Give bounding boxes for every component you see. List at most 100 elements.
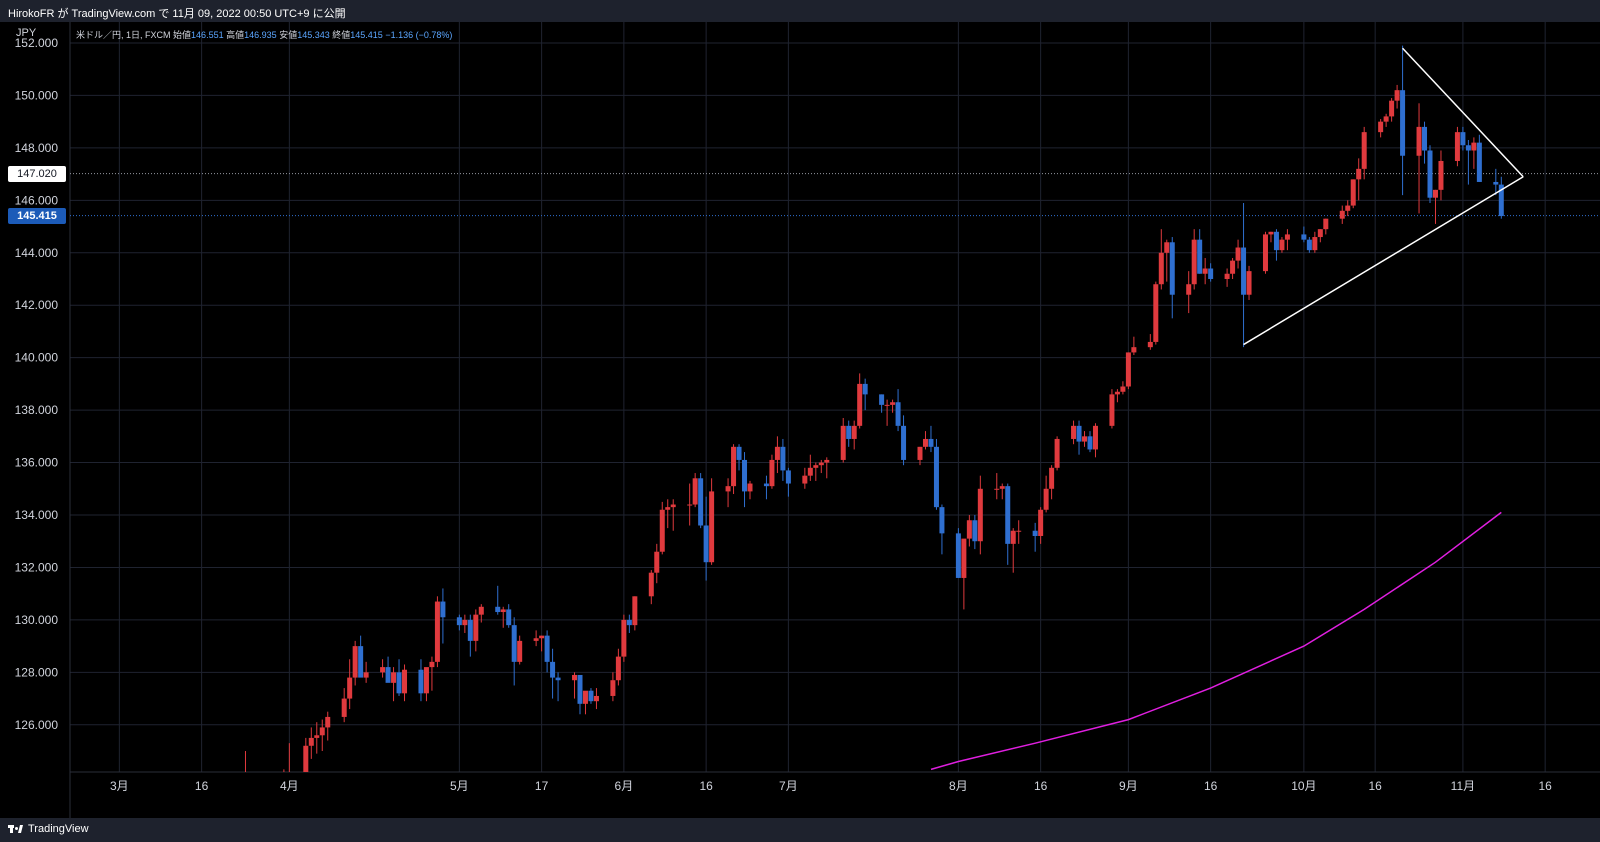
chart-area[interactable]: 126.000 128.000 130.000 132.000 134.000 136.0… <box>0 22 1600 818</box>
y-tick-label: 138.000 <box>15 403 59 417</box>
y-tick-label: 152.000 <box>15 36 59 50</box>
candle-body <box>555 677 561 681</box>
candle-body <box>1356 168 1362 180</box>
candle-body <box>670 504 676 508</box>
plot-layer <box>70 45 1600 772</box>
candle-body <box>626 619 632 626</box>
candle-body <box>1471 142 1477 151</box>
legend-change: −1.136 (−0.78%) <box>385 30 453 40</box>
candle-body <box>1284 234 1290 240</box>
candle-body <box>456 617 462 626</box>
candle-body <box>550 661 556 678</box>
candle-body <box>879 394 885 405</box>
x-tick-label: 16 <box>1034 779 1048 793</box>
candle-body <box>1301 234 1307 240</box>
candle-body <box>1005 486 1011 544</box>
candle-body <box>725 486 731 492</box>
x-tick-label: 3月 <box>110 779 129 793</box>
candle-body <box>1224 273 1230 279</box>
y-tick-label: 142.000 <box>15 298 59 312</box>
legend-symbol: 米ドル／円, 1日, FXCM <box>76 30 171 40</box>
candle-body <box>851 425 857 439</box>
candle-body <box>1394 90 1400 101</box>
candle-body <box>615 656 621 681</box>
candle-body <box>824 459 830 463</box>
candle-body <box>802 475 808 484</box>
candle-body <box>1268 231 1274 235</box>
candle-body <box>434 601 440 662</box>
candle-body <box>890 402 896 405</box>
x-tick-label: 16 <box>699 779 713 793</box>
candle-body <box>1493 181 1499 185</box>
candle-body <box>813 465 819 468</box>
candle-body <box>500 609 506 613</box>
candle-body <box>440 601 446 618</box>
candle-body <box>922 438 928 447</box>
candle-body <box>1427 150 1433 198</box>
candle-body <box>1416 126 1422 156</box>
candle-body <box>703 525 709 563</box>
ohlc-legend: 米ドル／円, 1日, FXCM 始値146.551 高値146.935 安値14… <box>76 28 452 41</box>
candle-body <box>972 520 978 542</box>
candle-body <box>928 438 934 447</box>
candle-body <box>1032 530 1038 536</box>
candle-body <box>632 596 638 626</box>
candle-body <box>506 609 512 626</box>
publish-bar: HirokoFR が TradingView.com で 11月 09, 202… <box>0 0 1600 22</box>
candle-body <box>319 727 325 736</box>
candle-body <box>1043 488 1049 510</box>
candle-body <box>769 459 775 487</box>
candle-body <box>1076 425 1082 442</box>
candle-body <box>807 467 813 476</box>
tradingview-logo[interactable]: TradingView <box>8 823 89 835</box>
candle-body <box>1125 352 1131 387</box>
candle-body <box>840 425 846 460</box>
candle-body <box>895 402 901 426</box>
candle-body <box>1153 284 1159 342</box>
y-tick-label: 134.000 <box>15 508 59 522</box>
candle-body <box>731 446 737 487</box>
x-tick-label: 9月 <box>1119 779 1138 793</box>
candle-body <box>1164 242 1170 253</box>
moving-average-line <box>930 511 1502 771</box>
x-tick-label: 16 <box>1204 779 1218 793</box>
candle-body <box>363 672 369 678</box>
candle-body <box>709 491 715 563</box>
candle-body <box>341 698 347 717</box>
publish-text: HirokoFR が TradingView.com で 11月 09, 202… <box>8 8 346 20</box>
candle-body <box>665 507 671 510</box>
crosshair-price-tag: 147.020 <box>8 165 66 182</box>
candle-body <box>511 625 517 662</box>
price-chart[interactable]: 126.000 128.000 130.000 132.000 134.000 136.0… <box>0 22 1600 818</box>
candle-body <box>588 690 594 702</box>
candle-body <box>1312 237 1318 251</box>
candle-body <box>1197 239 1203 274</box>
candle-body <box>736 446 742 460</box>
x-tick-label: 16 <box>1368 779 1382 793</box>
candle-body <box>577 674 583 704</box>
candle-body <box>1454 132 1460 161</box>
y-tick-label: 150.000 <box>15 88 59 102</box>
candle-body <box>933 446 939 508</box>
candle-body <box>747 483 753 492</box>
x-tick-label: 11月 <box>1451 779 1475 793</box>
y-tick-label: 140.000 <box>15 351 59 365</box>
candle-body <box>1422 126 1428 151</box>
candle-body <box>1246 271 1252 295</box>
candle-body <box>380 667 386 673</box>
candle-body <box>396 672 402 694</box>
candle-body <box>478 606 484 615</box>
legend-open-label: 始値 <box>173 30 192 40</box>
candle-body <box>862 383 868 395</box>
candle-body <box>473 614 479 641</box>
candle-body <box>391 672 397 683</box>
candle-body <box>763 483 769 487</box>
candle-body <box>314 735 320 738</box>
candle-body <box>692 478 698 505</box>
candle-body <box>774 446 780 460</box>
legend-high-label: 高値 <box>226 30 245 40</box>
candle-body <box>582 690 588 704</box>
y-tick-label: 146.000 <box>15 193 59 207</box>
candle-body <box>1158 252 1164 285</box>
candle-body <box>593 695 599 702</box>
